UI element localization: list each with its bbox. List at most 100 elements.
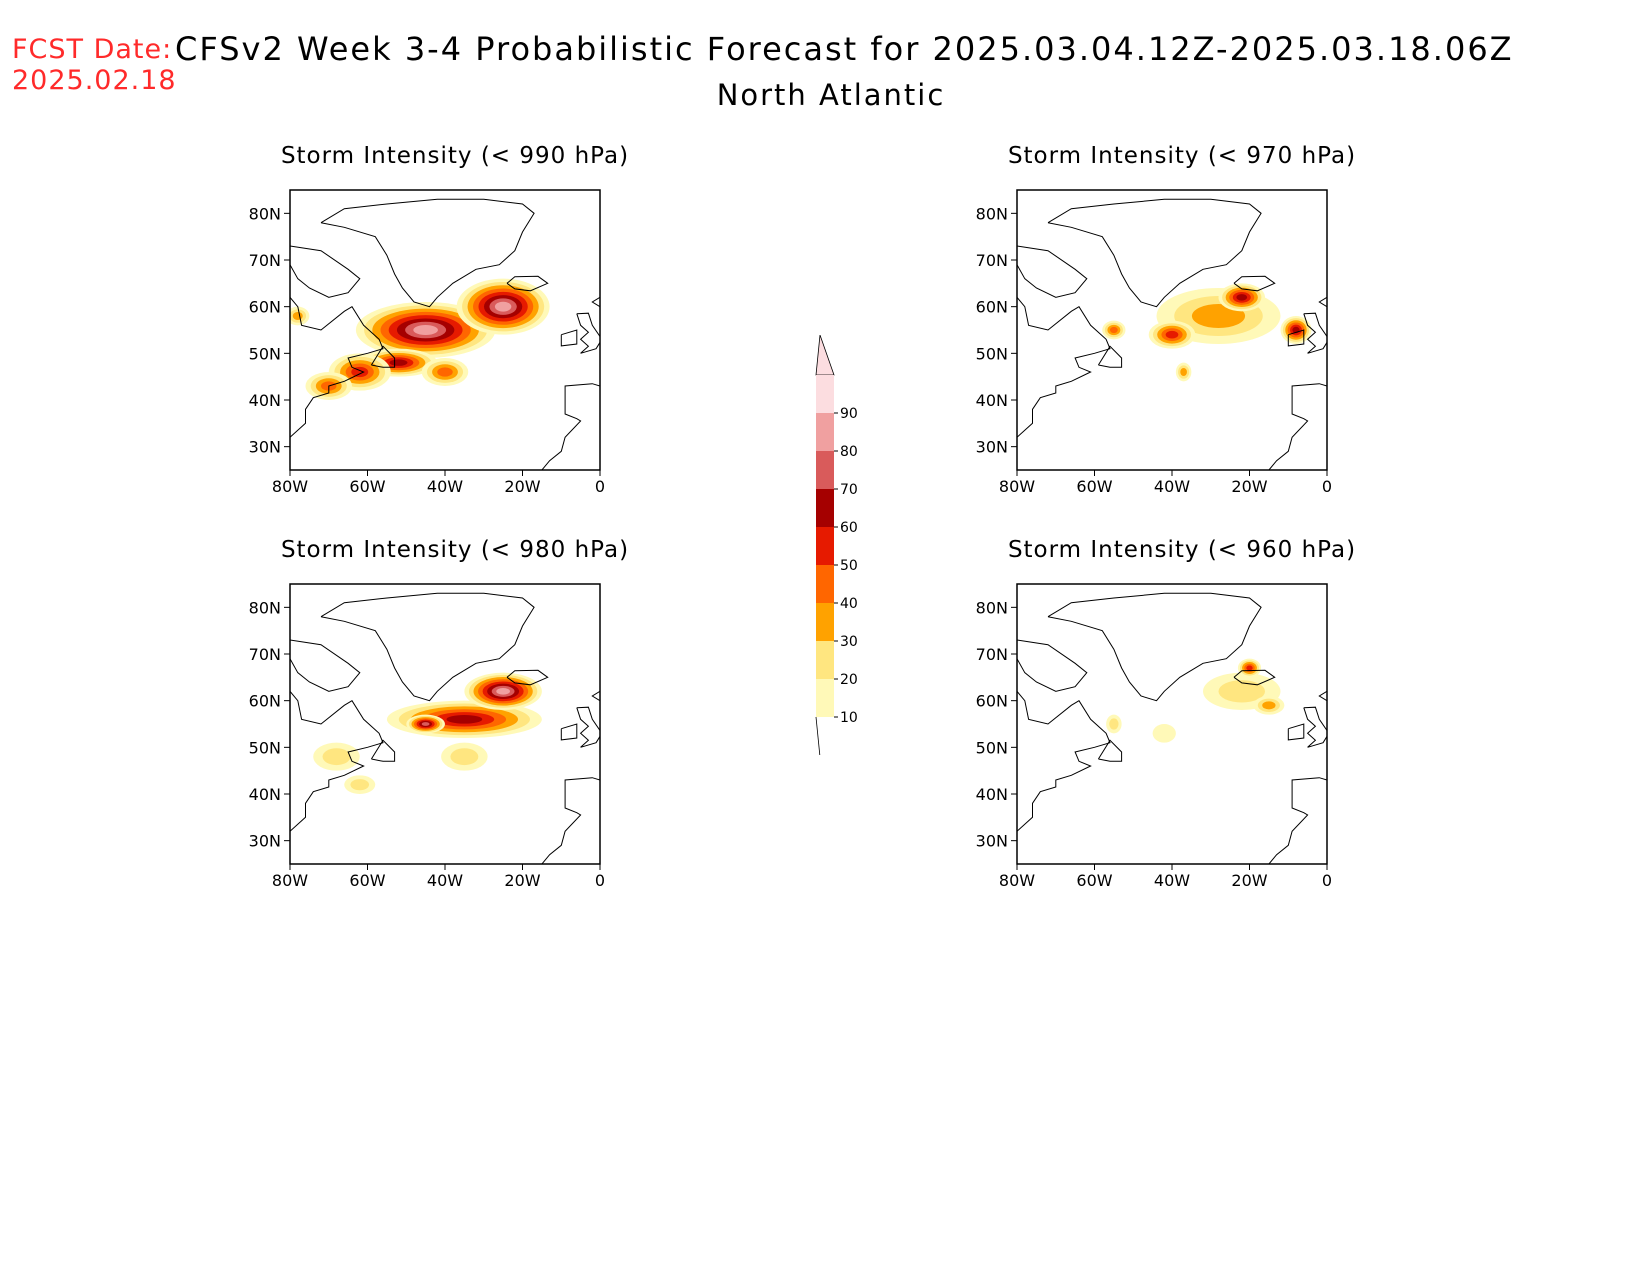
lat-label: 80N xyxy=(976,598,1008,617)
lat-label: 70N xyxy=(249,251,281,270)
map-970: 80N 70N 60N 50N 40N 30N 80W 60W 40W 20W 0 xyxy=(976,189,1332,496)
panel-title: Storm Intensity (< 970 hPa) xyxy=(1007,143,1357,169)
page-title: CFSv2 Week 3-4 Probabilistic Forecast fo… xyxy=(175,30,1514,68)
lon-label: 0 xyxy=(1322,477,1332,496)
colorbar-tick-label: 70 xyxy=(840,482,858,498)
coastline xyxy=(320,592,535,702)
probability-blob xyxy=(437,367,453,377)
probability-blob xyxy=(350,779,370,791)
lon-label: 60W xyxy=(349,477,385,496)
lat-label: 30N xyxy=(976,832,1008,851)
lat-label: 30N xyxy=(249,438,281,457)
coastline xyxy=(1303,312,1327,354)
coastline xyxy=(560,329,578,347)
coastline xyxy=(1287,723,1305,741)
coastline xyxy=(1017,245,1088,298)
probability-blob xyxy=(351,366,369,378)
colorbar-segment xyxy=(816,565,834,603)
panel-title: Storm Intensity (< 960 hPa) xyxy=(1007,537,1357,563)
probability-blob xyxy=(322,748,351,766)
lon-label: 0 xyxy=(1322,871,1332,890)
lat-label: 50N xyxy=(976,344,1008,363)
lon-label: 80W xyxy=(272,871,308,890)
probability-blob xyxy=(1180,368,1187,376)
lon-label: 60W xyxy=(1076,871,1112,890)
coastline xyxy=(1017,639,1088,692)
lon-label: 40W xyxy=(1154,477,1190,496)
lat-label: 80N xyxy=(249,204,281,223)
coastline xyxy=(1233,669,1276,686)
lon-label: 20W xyxy=(504,871,540,890)
probability-blob xyxy=(1218,680,1265,703)
lon-label: 0 xyxy=(595,477,605,496)
coastline xyxy=(591,296,600,308)
probability-blob xyxy=(292,312,303,320)
coastline xyxy=(506,669,549,686)
probability-blob xyxy=(446,715,483,724)
panel-title: Storm Intensity (< 980 hPa) xyxy=(280,537,630,563)
colorbar-segment xyxy=(816,451,834,489)
probability-blob xyxy=(413,325,438,335)
coastline xyxy=(1318,690,1327,702)
coastline xyxy=(1017,690,1111,833)
lon-label: 60W xyxy=(1076,477,1112,496)
lon-label: 20W xyxy=(1231,477,1267,496)
colorbar-tick-label: 40 xyxy=(840,596,858,612)
lat-label: 40N xyxy=(249,391,281,410)
probability-blob xyxy=(1191,304,1246,328)
colorbar-segment xyxy=(816,527,834,565)
lon-label: 40W xyxy=(427,871,463,890)
panel-title: Storm Intensity (< 990 hPa) xyxy=(280,143,630,169)
lat-label: 60N xyxy=(249,298,281,317)
lon-label: 80W xyxy=(999,477,1035,496)
lat-label: 50N xyxy=(976,738,1008,757)
lat-label: 70N xyxy=(976,645,1008,664)
coastline xyxy=(591,690,600,702)
lon-label: 60W xyxy=(349,871,385,890)
region-subtitle: North Atlantic xyxy=(716,78,946,112)
colorbar-segment xyxy=(816,375,834,413)
probability-blob xyxy=(1109,718,1119,730)
ocean-background xyxy=(1017,584,1327,864)
lat-label: 60N xyxy=(249,692,281,711)
coastline xyxy=(290,245,361,298)
coastline xyxy=(1047,592,1262,702)
colorbar-tail xyxy=(815,716,821,755)
forecast-date-value: 2025.02.18 xyxy=(12,65,177,96)
colorbar-tick-label: 80 xyxy=(840,444,858,460)
coastline xyxy=(1287,329,1305,347)
coastline xyxy=(1047,198,1262,308)
coastline xyxy=(1233,275,1276,292)
probability-blob xyxy=(1262,701,1276,710)
probability-blob xyxy=(1110,326,1118,334)
colorbar: 10 20 30 40 50 60 70 80 90 xyxy=(815,335,858,755)
forecast-date-block: FCST Date: 2025.02.18 xyxy=(12,34,177,96)
coastline xyxy=(290,639,361,692)
lat-label: 40N xyxy=(249,785,281,804)
map-990: 80N 70N 60N 50N 40N 30N 80W 60W 40W 20W 0 xyxy=(249,189,605,496)
coastline xyxy=(1318,296,1327,308)
map-980: 80N 70N 60N 50N 40N 30N 80W 60W 40W 20W 0 xyxy=(249,583,605,890)
lat-label: 40N xyxy=(976,391,1008,410)
coastline xyxy=(320,198,535,308)
coastline xyxy=(1268,777,1327,864)
colorbar-segment xyxy=(816,641,834,679)
panel-970: Storm Intensity (< 970 hPa) 80N 70N 60N 50N… xyxy=(972,143,1392,523)
panel-960: Storm Intensity (< 960 hPa) 80N 70N 60N 50N… xyxy=(972,537,1392,917)
colorbar-segment xyxy=(816,603,834,641)
lon-label: 20W xyxy=(504,477,540,496)
probability-blob xyxy=(1165,330,1179,339)
colorbar-tick-label: 10 xyxy=(840,710,858,726)
lat-label: 80N xyxy=(249,598,281,617)
coastline xyxy=(1097,345,1123,368)
coastline xyxy=(290,690,384,833)
coastline xyxy=(576,706,600,748)
lon-label: 0 xyxy=(595,871,605,890)
probability-blob xyxy=(450,748,479,766)
coastline xyxy=(576,312,600,354)
forecast-date-label: FCST Date: xyxy=(12,34,173,65)
coastline xyxy=(370,739,396,762)
lon-label: 40W xyxy=(1154,871,1190,890)
colorbar-tick-label: 30 xyxy=(840,634,858,650)
panel-980: Storm Intensity (< 980 hPa) 80N 70N 60N 50N… xyxy=(245,537,665,917)
